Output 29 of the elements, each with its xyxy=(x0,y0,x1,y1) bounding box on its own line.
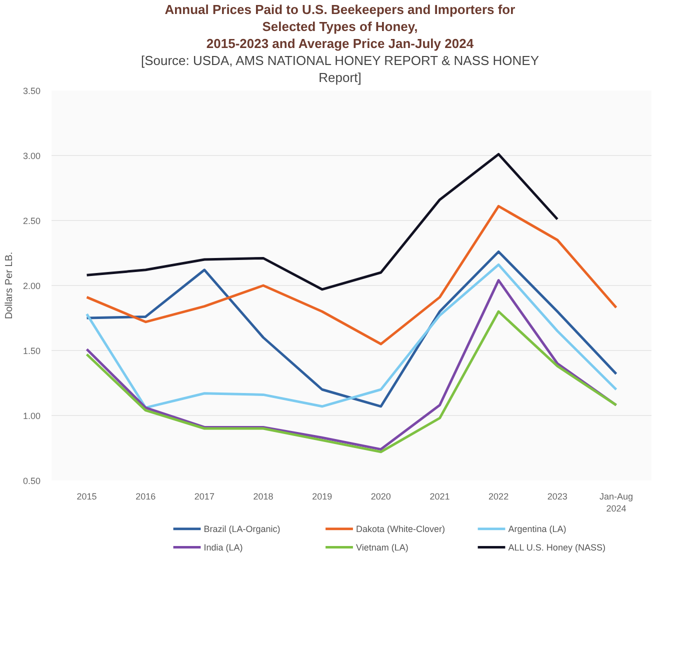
x-tick-label: 2015 xyxy=(76,492,97,502)
legend-label: Argentina (LA) xyxy=(508,524,566,534)
x-tick-label: 2020 xyxy=(370,492,391,502)
x-tick-label: Jan-Aug 2024 xyxy=(599,492,633,514)
y-tick-label: 2.00 xyxy=(22,281,41,292)
y-tick-label: 1.50 xyxy=(22,346,41,356)
line-series xyxy=(86,205,618,346)
x-tick-label: 2021 xyxy=(430,492,450,502)
legend-label: ALL U.S. Honey (NASS) xyxy=(508,542,606,553)
line-series xyxy=(86,153,559,292)
legend-label: India (LA) xyxy=(204,542,243,553)
x-tick-label: 2018 xyxy=(253,492,274,502)
x-tick-label: 2019 xyxy=(312,492,332,502)
y-tick-label: 2.50 xyxy=(22,216,41,226)
y-tick-label: 3.50 xyxy=(22,86,41,96)
chart-subtitle: [Source: USDA, AMS NATIONAL HONEY REPORT & NASS HONEY Report] xyxy=(140,52,540,86)
x-tick-label: 2017 xyxy=(194,492,214,502)
x-tick-label: 2023 xyxy=(547,492,568,502)
line-series xyxy=(86,310,618,454)
legend-label: Vietnam (LA) xyxy=(356,542,408,553)
y-tick-label: 3.00 xyxy=(22,151,41,162)
y-tick-label: 0.50 xyxy=(22,476,41,486)
x-tick-label: 2016 xyxy=(136,492,156,502)
x-tick-label: 2022 xyxy=(488,492,509,502)
legend-label: Dakota (White-Clover) xyxy=(356,524,446,534)
legend-label: Brazil (LA-Organic) xyxy=(204,524,280,534)
y-tick-label: 1.00 xyxy=(22,411,41,422)
y-axis-title: Dollars Per LB. xyxy=(4,252,15,320)
chart-title: Annual Prices Paid to U.S. Beekeepers and Importers for Selected Types of Honey, 2015-2023 and Average Price Jan-July 2024 xyxy=(164,2,516,53)
